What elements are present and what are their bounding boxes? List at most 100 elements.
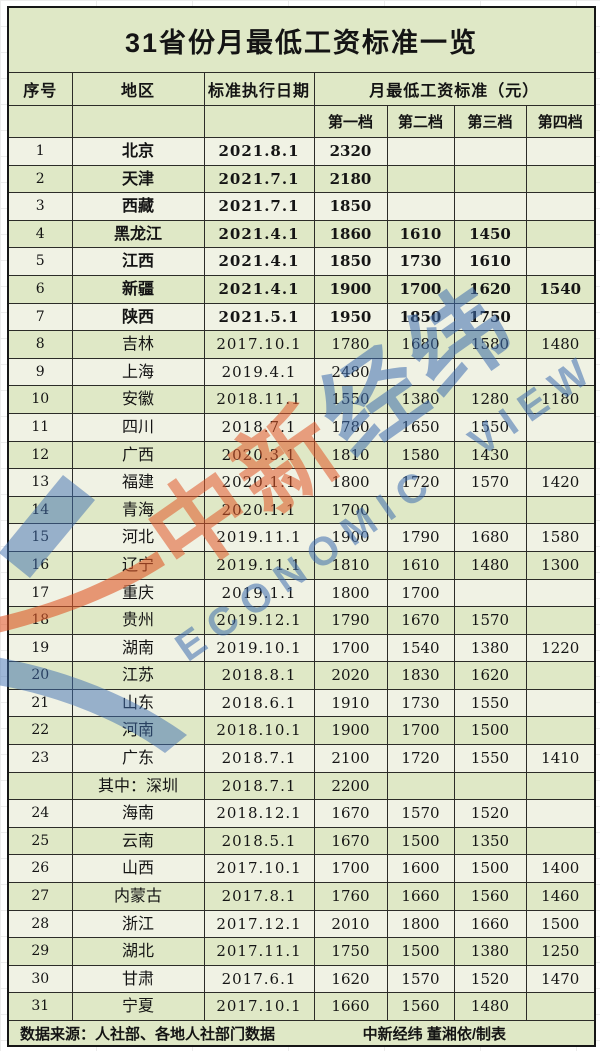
- tier-3-value: 1380: [453, 937, 527, 966]
- tier-2-value: 1500: [386, 937, 455, 966]
- tier-1-value: 1910: [313, 688, 388, 718]
- table-row: 1 北京 2021.8.1 2320: [7, 137, 596, 166]
- row-no: 12: [7, 440, 73, 470]
- row-no: 21: [7, 688, 73, 718]
- row-date: 2018.11.1: [203, 385, 315, 414]
- row-no: 31: [7, 992, 73, 1021]
- tier-header-1: 第一档: [313, 105, 388, 138]
- table-row: 15 河北 2019.11.1 1900 1790 1680 1580: [7, 523, 596, 552]
- table-row: 19 湖南 2019.10.1 1700 1540 1380 1220: [7, 633, 596, 663]
- table-row: 26 山西 2017.10.1 1700 1600 1500 1400: [7, 854, 596, 884]
- tier-3-value: 1620: [453, 274, 527, 304]
- tier-header-3: 第三档: [453, 105, 527, 138]
- table-row: 3 西藏 2021.7.1 1850: [7, 192, 596, 221]
- tier-4-value: [525, 826, 596, 856]
- row-date: 2018.7.1: [203, 771, 315, 801]
- tier-2-value: [386, 771, 455, 801]
- table-row: 25 云南 2018.5.1 1670 1500 1350: [7, 826, 596, 856]
- tier-2-value: 1650: [386, 412, 455, 442]
- tier-1-value: 1760: [313, 882, 388, 911]
- row-region: 安徽: [71, 385, 205, 414]
- footer-credit: 中新经纬 董湘依/制表: [362, 1025, 507, 1043]
- tier-2-value: 1730: [386, 688, 455, 718]
- tier-4-value: [525, 247, 596, 276]
- table-row: 12 广西 2020.3.1 1810 1580 1430: [7, 440, 596, 470]
- wage-table-grid: 31省份月最低工资标准一览 序号 地区 标准执行日期 月最低工资标准（元） 第一…: [7, 6, 597, 1047]
- table-row: 14 青海 2020.1.1 1700: [7, 495, 596, 525]
- tier-3-value: [453, 164, 527, 194]
- tier-1-value: 1810: [313, 550, 388, 580]
- wage-table: 31省份月最低工资标准一览 序号 地区 标准执行日期 月最低工资标准（元） 第一…: [7, 6, 597, 1047]
- row-no: 9: [7, 357, 73, 387]
- footer-bar: 数据来源：人社部、各地人社部门数据 中新经纬 董湘依/制表: [9, 1023, 594, 1044]
- row-no: 10: [7, 385, 73, 414]
- tier-4-value: [525, 661, 596, 690]
- col-header-date: 标准执行日期: [203, 72, 315, 106]
- tier-3-value: 1550: [453, 688, 527, 718]
- tier-1-value: 2010: [313, 909, 388, 939]
- tier-1-value: 1860: [313, 219, 388, 249]
- footer-source: 数据来源：人社部、各地人社部门数据: [20, 1025, 276, 1043]
- tier-3-value: 1430: [453, 440, 527, 470]
- row-no: 29: [7, 937, 73, 966]
- row-date: 2019.10.1: [203, 633, 315, 663]
- row-no: 22: [7, 716, 73, 746]
- row-region: 重庆: [71, 578, 205, 608]
- row-region: 广西: [71, 440, 205, 470]
- tier-2-value: 1570: [386, 799, 455, 828]
- tier-4-value: 1300: [525, 550, 596, 580]
- table-body: 1 北京 2021.8.1 2320 2 天津 2021.7.1 2180 3 西藏 2021.7.…: [7, 137, 596, 1021]
- row-no: 2: [7, 164, 73, 194]
- row-date: 2021.4.1: [203, 219, 315, 249]
- tier-2-value: 1850: [386, 302, 455, 332]
- tier-1-value: 1900: [313, 274, 388, 304]
- tier-3-value: 1520: [453, 799, 527, 828]
- row-region: 山东: [71, 688, 205, 718]
- row-no: 23: [7, 744, 73, 773]
- tier-2-value: 1720: [386, 468, 455, 497]
- row-no: 5: [7, 247, 73, 276]
- tier-3-value: 1480: [453, 992, 527, 1021]
- tier-3-value: [453, 578, 527, 608]
- tier-4-value: [525, 440, 596, 470]
- tier-4-value: [525, 412, 596, 442]
- row-date: 2018.8.1: [203, 661, 315, 690]
- tier-3-value: 1620: [453, 661, 527, 690]
- row-region: 内蒙古: [71, 882, 205, 911]
- tier-1-value: 2320: [313, 137, 388, 166]
- row-date: 2018.7.1: [203, 744, 315, 773]
- tier-4-value: 1480: [525, 330, 596, 359]
- row-region: 北京: [71, 137, 205, 166]
- tier-4-value: [525, 219, 596, 249]
- tier-1-value: 2180: [313, 164, 388, 194]
- row-date: 2021.4.1: [203, 247, 315, 276]
- row-region: 新疆: [71, 274, 205, 304]
- row-date: 2017.11.1: [203, 937, 315, 966]
- tier-2-value: 1700: [386, 578, 455, 608]
- tier-1-value: 1620: [313, 964, 388, 994]
- row-no: 25: [7, 826, 73, 856]
- row-date: 2021.4.1: [203, 274, 315, 304]
- tier-3-value: [453, 357, 527, 387]
- tier-2-value: 1500: [386, 826, 455, 856]
- row-no: 14: [7, 495, 73, 525]
- row-no: 17: [7, 578, 73, 608]
- row-region: 河南: [71, 716, 205, 746]
- table-row: 24 海南 2018.12.1 1670 1570 1520: [7, 799, 596, 828]
- tier-4-value: [525, 799, 596, 828]
- row-no: 26: [7, 854, 73, 884]
- tier-4-value: [525, 771, 596, 801]
- table-row: 7 陕西 2021.5.1 1950 1850 1750: [7, 302, 596, 332]
- row-date: 2020.1.1: [203, 468, 315, 497]
- col-header-region: 地区: [71, 72, 205, 106]
- tier-4-value: [525, 606, 596, 635]
- tier-3-value: 1750: [453, 302, 527, 332]
- row-region: 其中：深圳: [71, 771, 205, 801]
- tier-2-value: 1790: [386, 523, 455, 552]
- tier-2-value: 1700: [386, 274, 455, 304]
- tier-3-value: [453, 192, 527, 221]
- tier-1-value: 2100: [313, 744, 388, 773]
- page-title: 31省份月最低工资标准一览: [7, 6, 596, 73]
- row-region: 福建: [71, 468, 205, 497]
